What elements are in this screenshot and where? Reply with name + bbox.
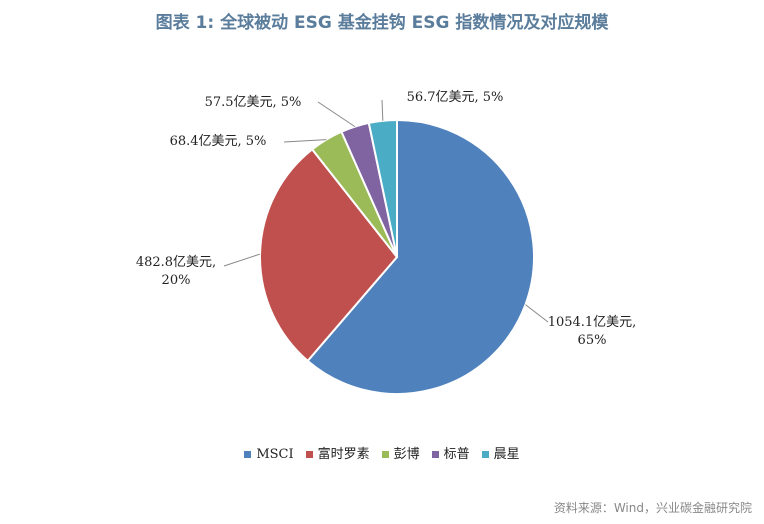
pie-slice xyxy=(259,147,399,363)
source: 资料来源：Wind，兴业碳金融研究院 xyxy=(553,501,752,515)
legend-swatch xyxy=(431,451,439,458)
legend-label: 晨星 xyxy=(493,447,520,462)
legend-item: MSCI xyxy=(244,447,294,462)
leader-line xyxy=(381,99,384,121)
data-label: 56.7亿美元, 5% xyxy=(406,90,504,105)
legend-swatch xyxy=(305,451,313,458)
pie-slice xyxy=(306,118,535,395)
leader-line xyxy=(525,304,549,323)
legend-label: MSCI xyxy=(256,447,294,462)
legend-swatch xyxy=(244,451,252,458)
leader-line xyxy=(283,139,327,143)
chart-title: 图表 1: 全球被动 ESG 基金挂钩 ESG 指数情况及对应规模 xyxy=(155,13,609,33)
data-label: 482.8亿美元, 20% xyxy=(135,255,217,288)
legend: MSCI 富时罗素 彭博 标普 晨星 xyxy=(0,443,764,462)
data-label: 57.5亿美元, 5% xyxy=(204,95,302,110)
legend-label: 富时罗素 xyxy=(317,447,370,462)
data-label: 68.4亿美元, 5% xyxy=(169,134,267,149)
pie-slice xyxy=(367,118,398,258)
legend-swatch xyxy=(481,451,489,458)
legend-item: 标普 xyxy=(431,443,470,462)
legend-item: 晨星 xyxy=(481,443,520,462)
legend-swatch xyxy=(381,451,389,458)
data-label: 1054.1亿美元, 65% xyxy=(547,315,637,348)
leader-line xyxy=(317,101,356,128)
legend-label: 彭博 xyxy=(393,447,420,462)
legend-item: 彭博 xyxy=(381,443,420,462)
leader-line xyxy=(223,253,261,267)
legend-item: 富时罗素 xyxy=(305,443,370,462)
legend-label: 标普 xyxy=(443,447,470,462)
